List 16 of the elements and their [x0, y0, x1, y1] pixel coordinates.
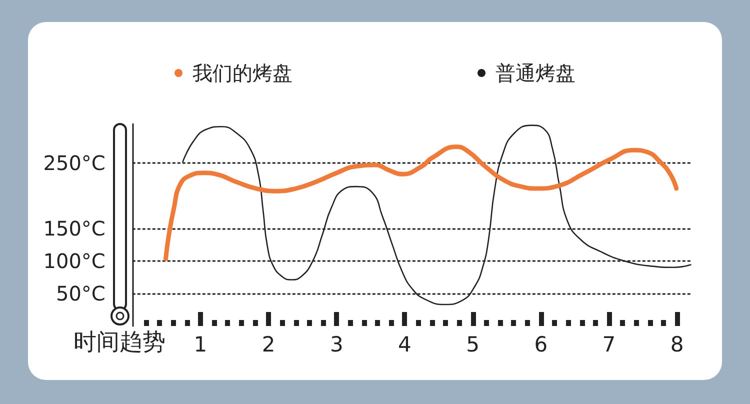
x-tick-label: 3 [330, 332, 344, 356]
legend-label: 我们的烤盘 [192, 61, 292, 85]
y-tick-label: 50°C [56, 281, 106, 306]
x-tick-label: 6 [534, 332, 548, 356]
x-tick-label: 8 [670, 332, 684, 356]
x-tick-label: 7 [602, 332, 616, 356]
x-axis-title: 时间趋势 [73, 330, 166, 356]
y-tick-label: 150°C [43, 216, 106, 240]
x-tick-label: 4 [398, 332, 412, 356]
x-tick-label: 1 [194, 332, 208, 356]
x-tick-label: 2 [262, 332, 276, 356]
y-tick-label: 100°C [43, 248, 106, 273]
y-tick-label: 250°C [43, 151, 106, 176]
line-series [164, 144, 679, 262]
legend-label: 普通烤盘 [496, 61, 576, 85]
x-tick-label: 5 [466, 332, 480, 356]
